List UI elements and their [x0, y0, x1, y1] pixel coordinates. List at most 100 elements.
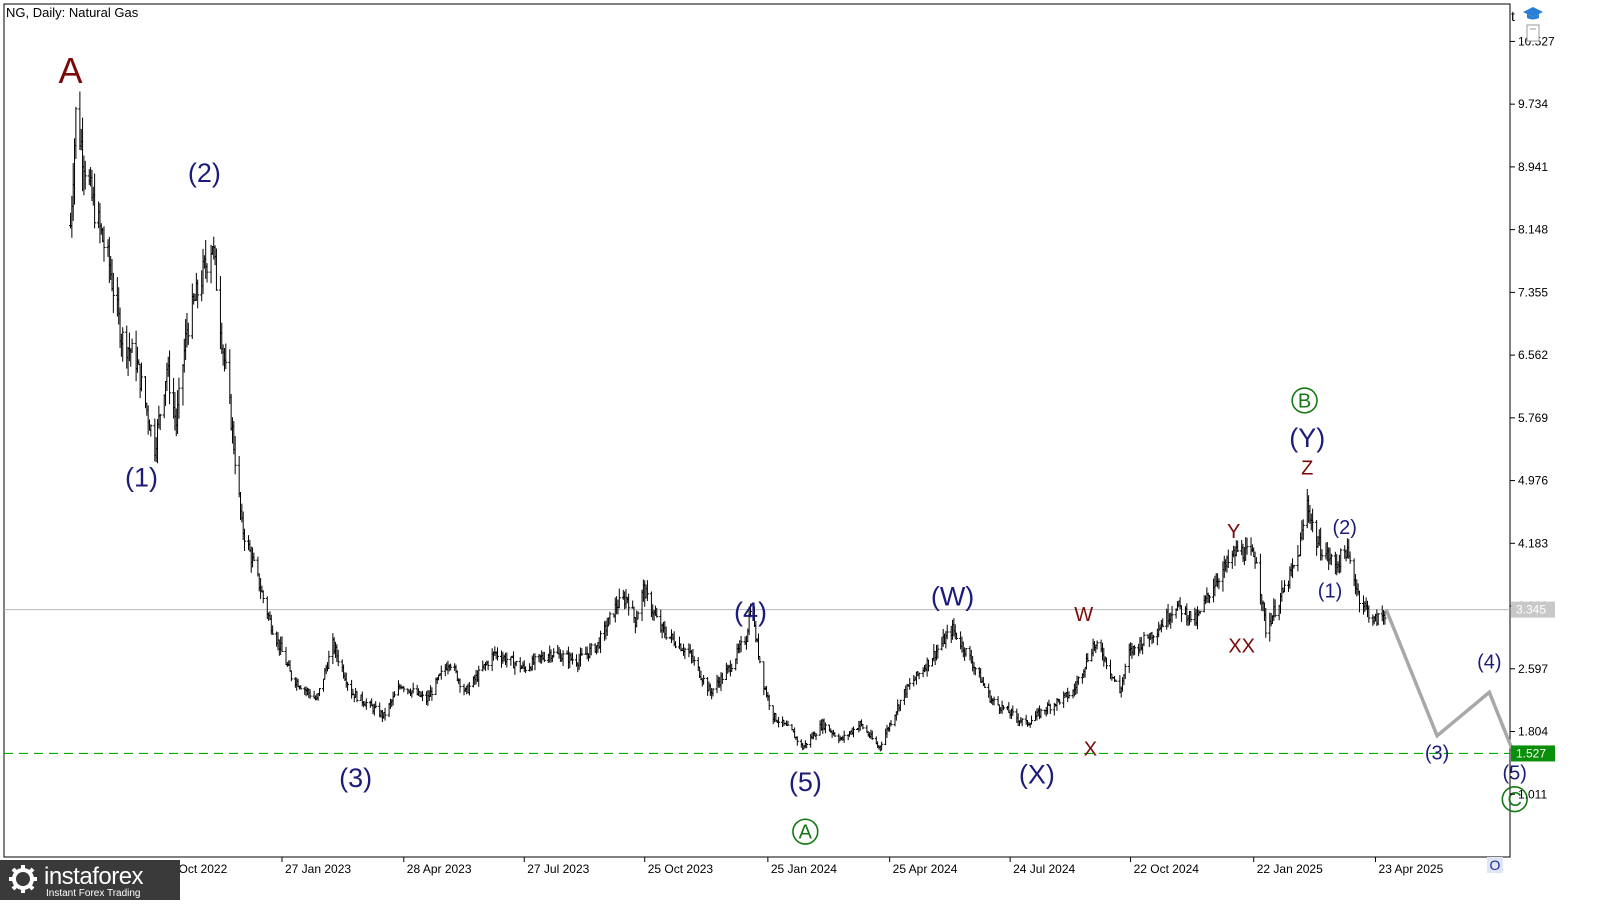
ohlc-bar [299, 685, 303, 690]
ohlc-bar [374, 701, 378, 709]
ohlc-bar [280, 636, 284, 652]
ohlc-bar [190, 283, 194, 339]
ohlc-bar [1292, 565, 1296, 569]
ohlc-bar [158, 413, 162, 431]
ohlc-bar [233, 436, 237, 475]
ohlc-bar [702, 674, 706, 685]
ohlc-bar [748, 603, 752, 618]
x-tick-label: 22 Jan 2025 [1257, 862, 1323, 876]
ohlc-bar [1245, 537, 1249, 555]
ohlc-bar [214, 248, 218, 291]
ohlc-bar [898, 699, 902, 712]
ohlc-bar [756, 633, 760, 660]
wave-label: (2) [188, 158, 221, 188]
wave-label-circle [792, 818, 819, 845]
wave-label: B [1298, 390, 1311, 412]
ohlc-bar [383, 707, 387, 721]
current-price-tag [1511, 601, 1555, 618]
y-tick-label: 5.769 [1518, 411, 1548, 425]
ohlc-bar [767, 694, 771, 711]
y-tick-label: 9.734 [1518, 97, 1548, 111]
ohlc-bar [1357, 590, 1361, 613]
x-tick-label: 25 Apr 2024 [893, 862, 958, 876]
ohlc-bar [570, 652, 574, 665]
y-tick-label: 6.562 [1518, 348, 1548, 362]
ohlc-bar [102, 226, 106, 262]
ohlc-bar [518, 657, 522, 673]
ohlc-bar [599, 630, 603, 654]
ohlc-bar [505, 652, 509, 668]
ohlc-bar [1348, 551, 1352, 564]
wave-label: Y [1227, 521, 1240, 543]
scroll-icon[interactable] [1526, 24, 1540, 45]
ohlc-bar [833, 731, 837, 737]
chart-title: NG, Daily: Natural Gas [6, 5, 139, 20]
ohlc-bar [317, 688, 321, 697]
y-tick-label: 4.183 [1518, 536, 1548, 550]
ohlc-bar [1104, 657, 1108, 670]
ohlc-bar [430, 687, 434, 701]
ohlc-bar [121, 327, 125, 362]
ohlc-bar [880, 741, 884, 751]
ohlc-bar [617, 588, 621, 609]
ohlc-bar [1198, 610, 1202, 615]
ohlc-bar [739, 635, 743, 653]
ohlc-bar [1151, 634, 1155, 644]
ohlc-bar [1142, 631, 1146, 647]
y-tick-label: 4.976 [1518, 474, 1548, 488]
x-tick-label: 25 Oct 2023 [648, 862, 714, 876]
ohlc-bar [364, 698, 368, 710]
wave-label: (X) [1019, 759, 1055, 789]
wave-label-circle [1501, 786, 1528, 813]
ohlc-bar [336, 649, 340, 667]
ohlc-bar [1273, 599, 1277, 618]
y-tick-label: 2.597 [1518, 662, 1548, 676]
wave-label: (1) [125, 463, 158, 493]
ohlc-bar [1301, 519, 1305, 540]
wave-label: XX [1228, 636, 1255, 658]
ohlc-bar [1067, 691, 1071, 699]
ohlc-bar [1217, 578, 1221, 590]
ohlc-bar [1048, 703, 1052, 715]
x-tick-label: 27 Jan 2023 [285, 862, 351, 876]
y-tick-label: 1.011 [1518, 787, 1547, 801]
ohlc-bar [608, 611, 612, 625]
ohlc-bar [870, 730, 874, 741]
y-tick-label: 8.148 [1518, 223, 1548, 237]
corner-button[interactable]: O [1487, 857, 1503, 873]
ohlc-bar [664, 626, 668, 640]
ohlc-bar [177, 377, 181, 419]
ohlc-bar [130, 338, 134, 353]
wave-label: (2) [1333, 517, 1357, 539]
ohlc-bar [1339, 548, 1343, 573]
x-tick-label: 24 Jul 2024 [1013, 862, 1075, 876]
ohlc-bar [1254, 557, 1258, 564]
ohlc-bar [271, 625, 275, 635]
t-button[interactable]: t [1511, 8, 1515, 24]
x-tick-label: 28 Apr 2023 [407, 862, 472, 876]
ohlc-bar [514, 660, 518, 667]
support-level-tag [1511, 745, 1555, 762]
ohlc-bar [261, 590, 265, 604]
ohlc-bar [402, 685, 406, 693]
ohlc-bar [449, 663, 453, 671]
y-tick-label: 1.804 [1518, 725, 1548, 739]
x-tick-label: 23 Apr 2025 [1379, 862, 1444, 876]
ohlc-bar [842, 730, 846, 743]
wave-label: (W) [931, 581, 974, 611]
ohlc-bar [1095, 640, 1099, 650]
ohlc-bar [552, 648, 556, 658]
graduation-cap-icon[interactable] [1522, 6, 1544, 25]
wave-label: (3) [1425, 743, 1449, 765]
ohlc-bar [83, 160, 87, 190]
ohlc-bar [1011, 705, 1015, 716]
ohlc-bar [327, 650, 331, 669]
ohlc-bar [1320, 549, 1324, 561]
ohlc-bar [674, 641, 678, 649]
ohlc-bar [1039, 708, 1043, 719]
ohlc-bar [93, 173, 97, 229]
ohlc-bar [477, 665, 481, 687]
ohlc-bar [392, 691, 396, 698]
